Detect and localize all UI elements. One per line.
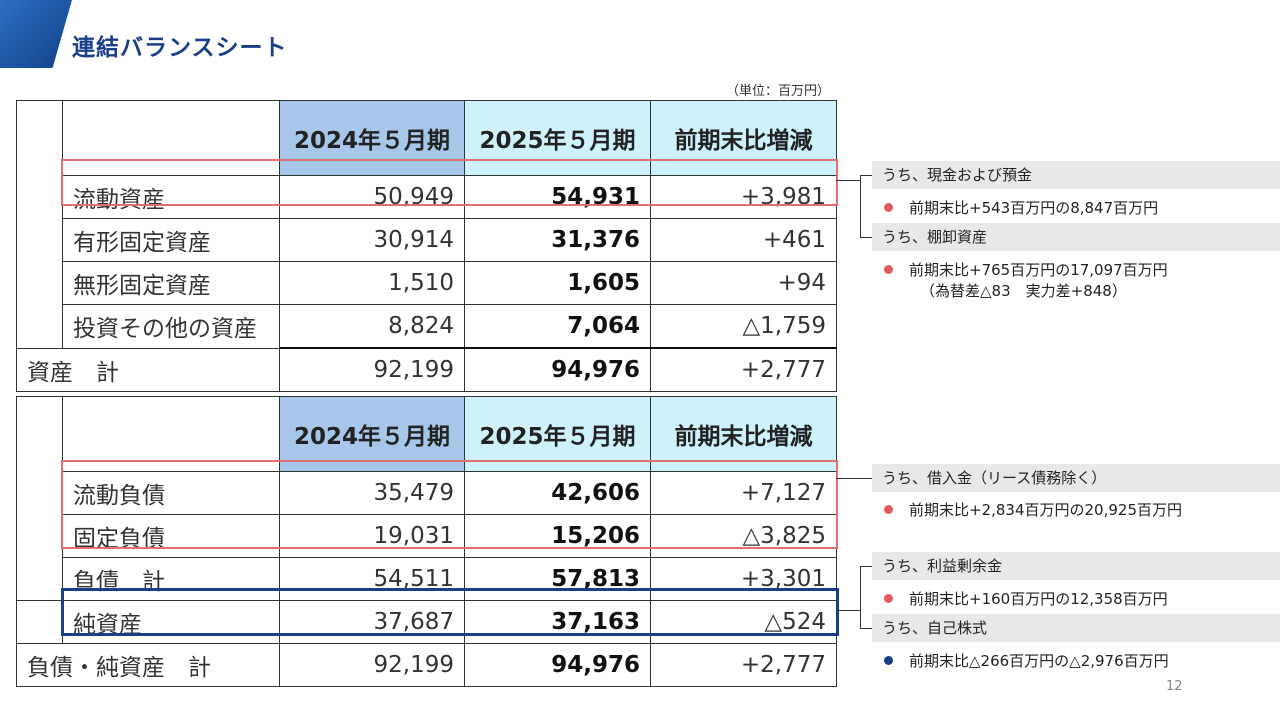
- table-row: 無形固定資産 1,510 1,605 +94: [16, 261, 837, 305]
- note-borrowings-heading: うち、借入金（リース債務除く）: [872, 464, 1280, 492]
- table-row: 有形固定資産 30,914 31,376 +461: [16, 218, 837, 262]
- bullet-icon: [884, 656, 893, 665]
- value-2024: 1,510: [279, 261, 465, 305]
- value-2025: 15,206: [464, 514, 651, 558]
- note-inventory-heading: うち、棚卸資産: [872, 223, 1280, 251]
- value-2024: 35,479: [279, 471, 465, 515]
- assets-table: 2024年５月期 2025年５月期 前期末比増減 流動資産 50,949 54,…: [16, 100, 837, 392]
- header-delta: 前期末比増減: [650, 100, 837, 176]
- header-2024: 2024年５月期: [279, 100, 465, 176]
- header-2024: 2024年５月期: [279, 396, 465, 472]
- liabilities-header-row: 2024年５月期 2025年５月期 前期末比増減: [16, 396, 837, 472]
- row-label: 流動資産: [62, 175, 280, 219]
- total-label: 負債・純資産 計: [16, 643, 280, 687]
- note-inventory-detail: 前期末比+765百万円の17,097百万円: [884, 259, 1168, 280]
- liabilities-table: 2024年５月期 2025年５月期 前期末比増減 流動負債 35,479 42,…: [16, 396, 837, 687]
- assets-header-row: 2024年５月期 2025年５月期 前期末比増減: [16, 100, 837, 176]
- value-2024: 37,687: [279, 600, 465, 644]
- value-delta: +94: [650, 261, 837, 305]
- value-2025: 57,813: [464, 557, 651, 601]
- row-label: 純資産: [62, 600, 280, 644]
- connector-line: [836, 610, 860, 611]
- value-2025: 7,064: [464, 304, 651, 349]
- note-inventory-breakdown: （為替差△83 実力差+848）: [920, 282, 1127, 300]
- note-cash-detail: 前期末比+543百万円の8,847百万円: [884, 197, 1158, 218]
- value-2025: 31,376: [464, 218, 651, 262]
- connector-line: [860, 566, 872, 567]
- table-row: 流動負債 35,479 42,606 +7,127: [16, 471, 837, 515]
- connector-line: [860, 175, 872, 176]
- header-empty-cell: [62, 100, 280, 176]
- value-2024: 30,914: [279, 218, 465, 262]
- total-2025: 94,976: [464, 347, 651, 392]
- value-delta: +3,301: [650, 557, 837, 601]
- row-label: 有形固定資産: [62, 218, 280, 262]
- value-delta: △524: [650, 600, 837, 644]
- connector-line: [836, 478, 872, 479]
- bullet-icon: [884, 203, 893, 212]
- page-number: 12: [1166, 679, 1183, 694]
- row-label: 固定負債: [62, 514, 280, 558]
- note-retained-detail: 前期末比+160百万円の12,358百万円: [884, 588, 1168, 609]
- table-row: 投資その他の資産 8,824 7,064 △1,759: [16, 304, 837, 349]
- table-row: 流動資産 50,949 54,931 +3,981: [16, 175, 837, 219]
- indent-cell: [16, 100, 63, 176]
- table-row: 固定負債 19,031 15,206 △3,825: [16, 514, 837, 558]
- value-2025: 37,163: [464, 600, 651, 644]
- net-assets-row: 純資産 37,687 37,163 △524: [16, 600, 837, 644]
- bullet-icon: [884, 265, 893, 274]
- value-2025: 1,605: [464, 261, 651, 305]
- note-retained-heading: うち、利益剰余金: [872, 552, 1280, 580]
- bullet-icon: [884, 505, 893, 514]
- title-accent-shape: [0, 0, 72, 68]
- header-2025: 2025年５月期: [464, 100, 651, 176]
- connector-line: [860, 175, 861, 238]
- liabilities-total-row: 負債・純資産 計 92,199 94,976 +2,777: [16, 643, 837, 687]
- row-label: 流動負債: [62, 471, 280, 515]
- total-2025: 94,976: [464, 643, 651, 687]
- connector-line: [860, 566, 861, 629]
- assets-total-row: 資産 計 92,199 94,976 +2,777: [16, 347, 837, 392]
- total-delta: +2,777: [650, 643, 837, 687]
- total-label: 資産 計: [16, 347, 280, 392]
- value-2024: 50,949: [279, 175, 465, 219]
- total-2024: 92,199: [279, 643, 465, 687]
- value-2024: 19,031: [279, 514, 465, 558]
- bullet-icon: [884, 594, 893, 603]
- page-title: 連結バランスシート: [72, 35, 288, 61]
- header-delta: 前期末比増減: [650, 396, 837, 472]
- row-label: 負債 計: [62, 557, 280, 601]
- note-cash-heading: うち、現金および預金: [872, 161, 1280, 189]
- note-borrowings-detail: 前期末比+2,834百万円の20,925百万円: [884, 499, 1182, 520]
- value-2025: 42,606: [464, 471, 651, 515]
- note-treasury-heading: うち、自己株式: [872, 614, 1280, 642]
- value-2024: 54,511: [279, 557, 465, 601]
- connector-line: [836, 180, 860, 181]
- value-2025: 54,931: [464, 175, 651, 219]
- row-label: 投資その他の資産: [62, 304, 280, 349]
- value-2024: 8,824: [279, 304, 465, 349]
- indent-cell: [16, 396, 63, 472]
- header-2025: 2025年５月期: [464, 396, 651, 472]
- header-empty-cell: [62, 396, 280, 472]
- value-delta: +3,981: [650, 175, 837, 219]
- note-treasury-detail: 前期末比△266百万円の△2,976百万円: [884, 650, 1169, 671]
- connector-line: [860, 628, 872, 629]
- total-2024: 92,199: [279, 347, 465, 392]
- connector-line: [860, 237, 872, 238]
- value-delta: +461: [650, 218, 837, 262]
- value-delta: +7,127: [650, 471, 837, 515]
- total-delta: +2,777: [650, 347, 837, 392]
- row-label: 無形固定資産: [62, 261, 280, 305]
- table-row: 負債 計 54,511 57,813 +3,301: [16, 557, 837, 601]
- value-delta: △1,759: [650, 304, 837, 349]
- unit-note: （単位：百万円）: [726, 84, 831, 99]
- value-delta: △3,825: [650, 514, 837, 558]
